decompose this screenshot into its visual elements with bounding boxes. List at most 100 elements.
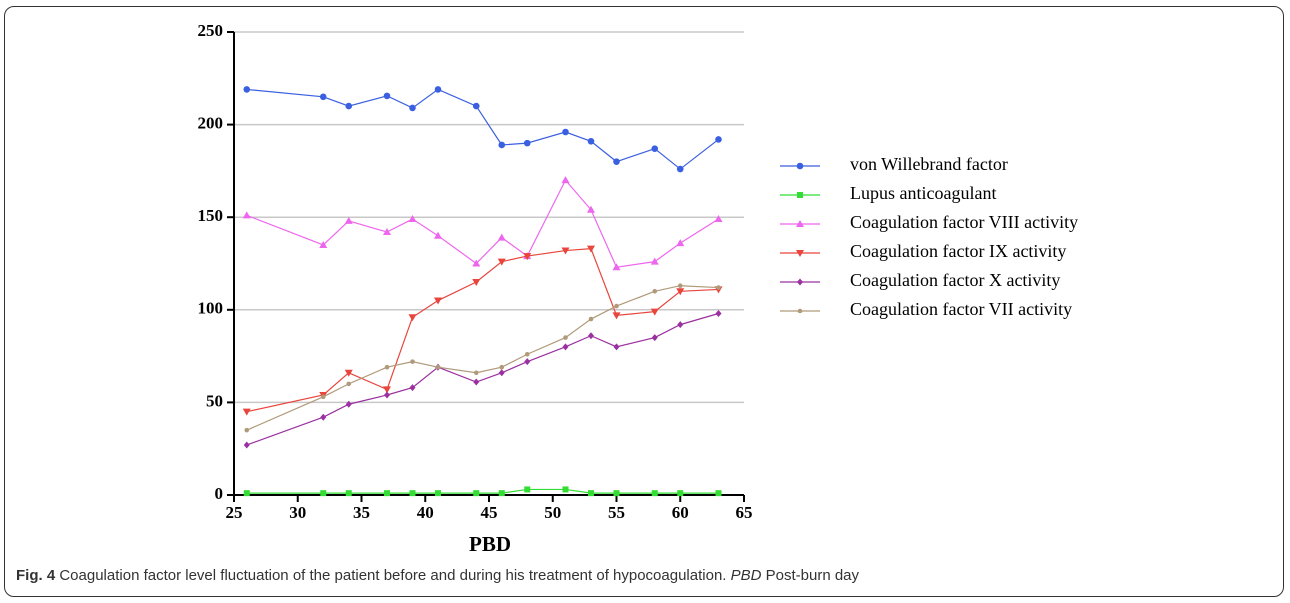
data-point — [498, 141, 506, 149]
figure-frame — [4, 6, 1284, 597]
x-tick-label: 50 — [544, 503, 561, 522]
series-line — [246, 179, 719, 268]
data-point — [563, 335, 568, 340]
x-tick-label: 45 — [481, 503, 498, 522]
data-point — [243, 86, 251, 93]
data-point — [344, 216, 353, 224]
x-axis-label: PBD — [469, 532, 511, 556]
legend-marker — [797, 192, 803, 198]
data-point — [409, 384, 416, 392]
legend-label: Lupus anticoagulant — [850, 183, 996, 203]
y-tick-label: 200 — [198, 114, 224, 133]
data-point — [408, 314, 417, 322]
y-tick-label: 0 — [215, 484, 224, 503]
x-tick-label: 25 — [226, 503, 243, 522]
data-point — [612, 312, 621, 320]
chart: PBD 0 50 100 150 200 250 25 30 35 40 45 50 55 60 65 von… — [198, 21, 1079, 556]
data-point — [497, 233, 506, 241]
data-point — [384, 364, 390, 370]
data-point — [587, 137, 595, 145]
data-point — [651, 145, 659, 152]
data-point — [242, 211, 251, 219]
data-point — [409, 104, 416, 112]
data-point — [613, 158, 620, 165]
data-point — [319, 93, 327, 101]
data-point — [677, 490, 684, 497]
data-point — [562, 486, 569, 493]
data-point — [345, 490, 352, 497]
data-point — [410, 359, 415, 364]
data-point — [320, 413, 327, 421]
data-point — [562, 128, 569, 136]
data-point — [588, 332, 594, 340]
data-point — [650, 308, 659, 316]
data-point — [409, 490, 416, 497]
legend-marker — [797, 308, 803, 314]
data-point — [435, 364, 441, 370]
legend-marker — [796, 220, 804, 227]
data-point — [408, 215, 417, 223]
data-point — [587, 245, 595, 253]
data-point — [651, 334, 658, 342]
data-point — [320, 490, 327, 497]
data-point — [497, 258, 506, 266]
data-point — [715, 490, 722, 497]
data-point — [676, 239, 685, 247]
series-line — [246, 488, 719, 494]
legend-label: Coagulation factor VII activity — [850, 299, 1072, 319]
data-point — [561, 176, 570, 184]
data-point — [612, 263, 621, 271]
legend-label: Coagulation factor X activity — [850, 270, 1060, 290]
data-point — [498, 369, 505, 377]
data-point — [650, 257, 659, 265]
legend-label: Coagulation factor VIII activity — [850, 212, 1078, 232]
caption: Fig. 4 Coagulation factor level fluctuat… — [16, 567, 859, 584]
legend-marker — [797, 278, 803, 286]
data-point — [587, 205, 595, 213]
x-tick-label: 55 — [608, 503, 625, 522]
data-point — [345, 102, 353, 110]
data-point — [435, 490, 441, 497]
data-point — [473, 370, 479, 376]
series-line — [246, 88, 719, 170]
data-point — [677, 283, 683, 289]
legend-marker — [796, 162, 804, 170]
data-point — [588, 316, 594, 322]
x-tick-label: 30 — [289, 503, 306, 522]
data-point — [498, 490, 505, 497]
data-point — [677, 321, 684, 329]
data-point — [243, 441, 250, 449]
data-point — [383, 386, 391, 394]
y-tick-label: 100 — [198, 299, 224, 318]
data-point — [320, 394, 326, 400]
data-point — [434, 297, 442, 305]
data-point — [614, 303, 619, 309]
data-point — [523, 253, 532, 261]
data-point — [384, 490, 390, 497]
data-point — [344, 369, 353, 377]
caption-label: Fig. 4 — [16, 567, 56, 584]
caption-text: Coagulation factor level fluctuation of … — [59, 567, 727, 584]
data-point — [434, 86, 442, 93]
data-point — [651, 490, 658, 497]
data-point — [523, 139, 531, 147]
data-point — [244, 427, 250, 433]
legend-label: von Willebrand factor — [850, 154, 1008, 174]
series-line — [246, 312, 719, 446]
data-point — [676, 165, 684, 173]
data-point — [714, 215, 723, 223]
data-point — [613, 343, 620, 351]
data-point — [676, 288, 685, 296]
data-point — [613, 490, 620, 497]
data-point — [242, 408, 251, 416]
data-point — [499, 364, 505, 370]
data-point — [434, 231, 442, 239]
data-point — [472, 102, 480, 110]
series-line — [246, 248, 719, 413]
data-point — [473, 490, 480, 497]
y-tick-label: 150 — [198, 206, 224, 225]
series-line — [246, 285, 719, 431]
x-tick-label: 40 — [417, 503, 434, 522]
data-point — [383, 92, 391, 100]
data-point — [562, 343, 569, 351]
